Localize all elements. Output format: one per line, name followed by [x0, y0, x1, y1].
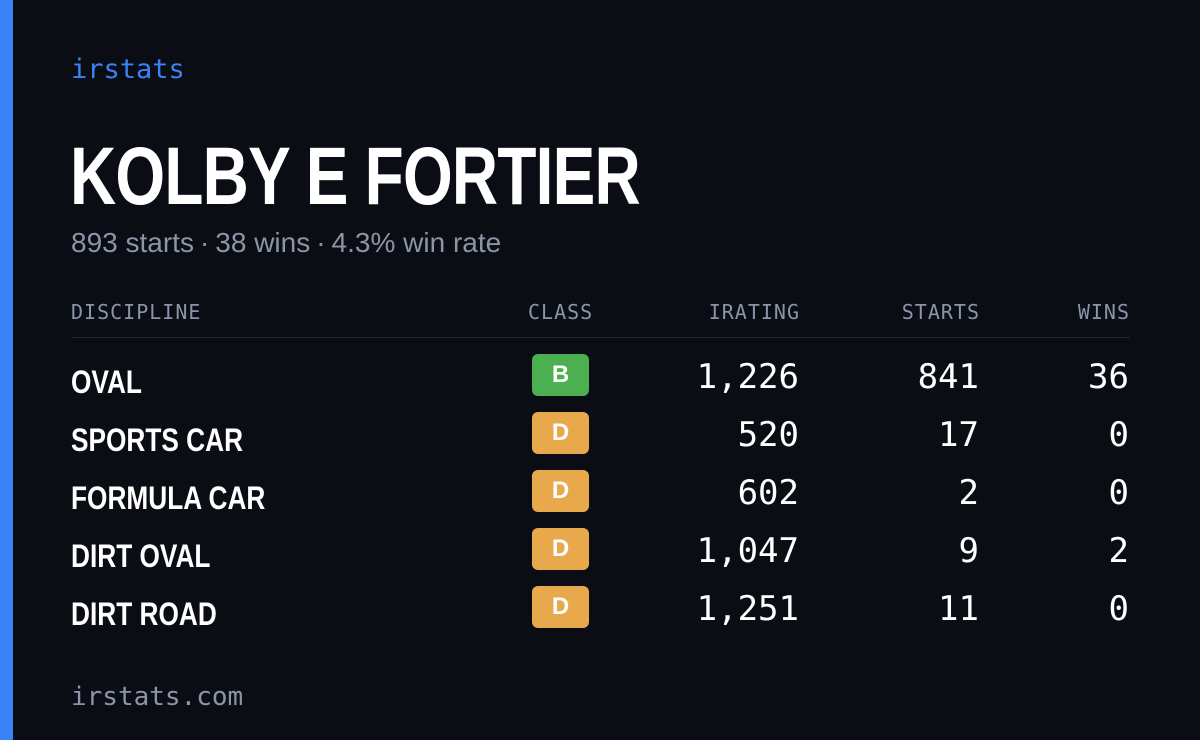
table-row: FORMULA CAR D 602 2 0 — [71, 470, 1130, 528]
discipline-name: DIRT ROAD — [71, 596, 217, 632]
license-table: DISCIPLINE CLASS IRATING STARTS WINS OVA… — [71, 300, 1130, 630]
discipline-name: FORMULA CAR — [71, 480, 266, 516]
wins-value: 0 — [1108, 589, 1129, 629]
table-body: OVAL B 1,226 841 36 SPORTS CAR D 520 17 … — [71, 354, 1130, 644]
irating-value: 1,251 — [696, 589, 799, 629]
starts-value: 841 — [917, 357, 979, 397]
wins-value: 36 — [1088, 357, 1129, 397]
class-badge: D — [532, 528, 589, 570]
wins-value: 2 — [1108, 531, 1129, 571]
discipline-name: SPORTS CAR — [71, 422, 244, 458]
class-badge: B — [532, 354, 589, 396]
accent-bar — [0, 0, 13, 740]
discipline-name: OVAL — [71, 364, 142, 400]
footer-url[interactable]: irstats.com — [71, 682, 244, 712]
class-badge: D — [532, 470, 589, 512]
table-header: DISCIPLINE CLASS IRATING STARTS WINS — [71, 300, 1130, 338]
header-class: CLASS — [528, 300, 594, 324]
summary-separator: · — [316, 227, 326, 258]
table-row: SPORTS CAR D 520 17 0 — [71, 412, 1130, 470]
table-row: OVAL B 1,226 841 36 — [71, 354, 1130, 412]
win-rate-summary: 4.3% win rate — [331, 227, 502, 258]
wins-summary: 38 wins — [215, 227, 311, 258]
wins-value: 0 — [1108, 415, 1129, 455]
starts-value: 17 — [938, 415, 979, 455]
irating-value: 1,226 — [696, 357, 799, 397]
header-starts: STARTS — [901, 300, 980, 324]
irating-value: 520 — [737, 415, 799, 455]
summary-separator: · — [199, 227, 210, 258]
starts-summary: 893 starts — [71, 227, 194, 258]
header-wins: WINS — [1077, 300, 1130, 324]
table-row: DIRT ROAD D 1,251 11 0 — [71, 586, 1130, 644]
starts-value: 11 — [938, 589, 979, 629]
wins-value: 0 — [1108, 473, 1129, 513]
header-irating: IRATING — [708, 300, 800, 324]
table-row: DIRT OVAL D 1,047 9 2 — [71, 528, 1130, 586]
starts-value: 9 — [958, 531, 979, 571]
class-badge: D — [532, 586, 589, 628]
class-badge: D — [532, 412, 589, 454]
discipline-name: DIRT OVAL — [71, 538, 211, 574]
driver-name: KOLBY E FORTIER — [70, 131, 641, 222]
irating-value: 602 — [737, 473, 799, 513]
header-discipline: DISCIPLINE — [71, 300, 202, 324]
starts-value: 2 — [958, 473, 979, 513]
brand-logo-text: irstats — [71, 54, 185, 85]
irating-value: 1,047 — [696, 531, 799, 571]
driver-summary: 893 starts · 38 wins · 4.3% win rate — [71, 229, 501, 257]
